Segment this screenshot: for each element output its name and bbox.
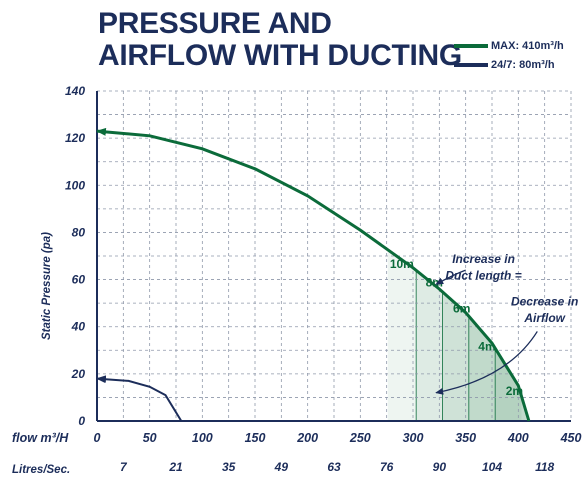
x-tick-label: 100 (192, 431, 213, 445)
series-line-continuous (96, 375, 183, 422)
legend-item-continuous: 24/7: 80m³/h (454, 55, 586, 74)
x-tick-label: 200 (296, 431, 318, 445)
secondary-x-tick-label: 104 (482, 460, 502, 474)
duct-length-shading (387, 249, 529, 421)
annotation-text-3: Airflow (523, 311, 565, 325)
y-tick-label: 100 (65, 178, 85, 192)
y-tick-label: 20 (71, 367, 86, 381)
legend: MAX: 410m³/h 24/7: 80m³/h (454, 36, 586, 74)
legend-swatch-max (454, 43, 488, 48)
x-tick-label: 350 (455, 431, 476, 445)
chart-title-line-1: PRESSURE AND (98, 7, 332, 40)
legend-label-continuous: 24/7: 80m³/h (491, 58, 555, 71)
annotation-arrow-duct-length (435, 269, 466, 285)
x-tick-label: 400 (507, 431, 529, 445)
legend-swatch-continuous (454, 62, 488, 67)
duct-length-label-10m: 10m (390, 257, 414, 271)
shade-band-8m (416, 270, 526, 421)
axes (96, 91, 571, 422)
secondary-x-tick-label: 76 (380, 460, 394, 474)
secondary-x-tick-label: 7 (120, 460, 128, 474)
curves (96, 127, 531, 422)
secondary-x-axis-label: Litres/Sec. (12, 464, 70, 476)
annotation-text-2: Decrease in (511, 295, 578, 309)
secondary-x-tick-label: 35 (222, 460, 236, 474)
series-line-max (96, 127, 531, 422)
duct-length-label-2m: 2m (506, 384, 523, 398)
y-tick-label: 0 (78, 414, 85, 428)
annotation-text-1: Duct length = (445, 269, 521, 283)
y-tick-label: 40 (71, 320, 86, 334)
annotation-arrow-airflow (435, 331, 538, 395)
secondary-x-tick-label: 118 (535, 460, 554, 474)
duct-length-label-4m: 4m (478, 339, 495, 353)
duct-length-label-6m: 6m (453, 302, 470, 316)
secondary-x-tick-label: 63 (327, 460, 341, 474)
x-tick-label: 450 (560, 431, 582, 445)
shade-band-6m (442, 291, 528, 421)
x-tick-label: 250 (349, 431, 371, 445)
chart-title-line-2: AIRFLOW WITH DUCTING (98, 39, 462, 72)
y-axis-label: Static Pressure (pa) (41, 232, 53, 340)
shade-band-10m (387, 249, 522, 421)
annotation-text-0: Increase in (452, 252, 515, 266)
y-tick-label: 140 (65, 84, 85, 98)
secondary-x-tick-label: 21 (168, 460, 183, 474)
legend-item-max: MAX: 410m³/h (454, 36, 586, 55)
y-tick-label: 120 (65, 131, 85, 145)
legend-label-max: MAX: 410m³/h (491, 39, 564, 52)
x-tick-label: 150 (245, 431, 266, 445)
y-tick-label: 80 (72, 225, 86, 239)
x-tick-label: 50 (143, 431, 157, 445)
x-axis-label: flow m³/H (12, 431, 69, 445)
secondary-x-tick-label: 90 (433, 460, 447, 474)
y-tick-label: 60 (72, 273, 86, 287)
chart-title: PRESSURE AND AIRFLOW WITH DUCTING (98, 8, 462, 72)
x-tick-label: 300 (403, 431, 424, 445)
grid (97, 90, 572, 421)
x-tick-label: 0 (94, 431, 101, 445)
secondary-x-tick-label: 49 (274, 460, 289, 474)
labels: 0 20 40 60 80 100 120 140 0 50 100 150 200 250 300 350 4… (12, 84, 581, 476)
